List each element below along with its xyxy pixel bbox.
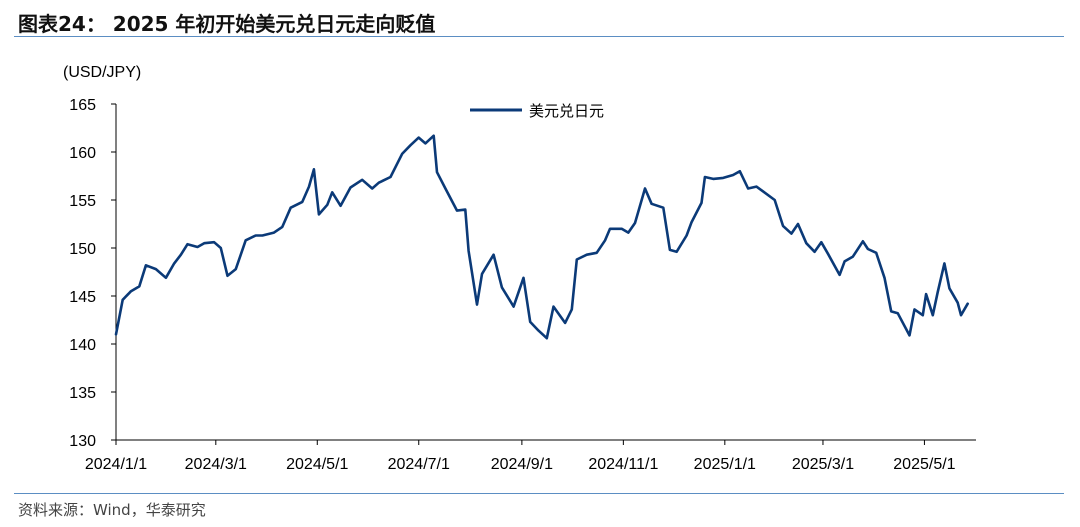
y-tick-label: 165 — [69, 97, 96, 114]
y-tick-label: 155 — [69, 193, 96, 210]
x-tick-label: 2024/5/1 — [286, 456, 348, 473]
y-tick-label: 150 — [69, 241, 96, 258]
y-axis-unit-label: (USD/JPY) — [63, 64, 142, 81]
x-tick-label: 2024/3/1 — [185, 456, 247, 473]
y-tick-label: 140 — [69, 337, 96, 354]
legend-label: 美元兑日元 — [529, 102, 604, 120]
bottom-divider — [14, 493, 1064, 494]
y-tick-label: 145 — [69, 289, 96, 306]
x-tick-label: 2024/9/1 — [491, 456, 553, 473]
y-tick-label: 160 — [69, 145, 96, 162]
y-tick-label: 135 — [69, 385, 96, 402]
y-tick-label: 130 — [69, 433, 96, 450]
x-axis: 2024/1/1 2024/3/1 2024/5/1 2024/7/1 2024/9/1… — [85, 439, 976, 473]
x-tick-label: 2025/1/1 — [694, 456, 756, 473]
source-note: 资料来源：Wind，华泰研究 — [18, 501, 206, 519]
legend: 美元兑日元 — [470, 102, 604, 120]
series-line-usd-jpy — [114, 134, 969, 340]
y-tick-group: 130 135 140 145 150 155 160 165 — [69, 97, 116, 450]
chart-title: 图表24： 2025 年初开始美元兑日元走向贬值 — [18, 12, 436, 36]
y-axis: 130 135 140 145 150 155 160 165 — [69, 97, 117, 450]
x-tick-label: 2024/7/1 — [388, 456, 450, 473]
x-tick-label: 2025/3/1 — [792, 456, 854, 473]
top-divider — [14, 36, 1064, 37]
x-tick-label: 2024/1/1 — [85, 456, 147, 473]
x-tick-label: 2024/11/1 — [588, 456, 658, 473]
x-tick-group: 2024/1/1 2024/3/1 2024/5/1 2024/7/1 2024/9/1… — [85, 440, 956, 473]
x-tick-label: 2025/5/1 — [893, 456, 955, 473]
